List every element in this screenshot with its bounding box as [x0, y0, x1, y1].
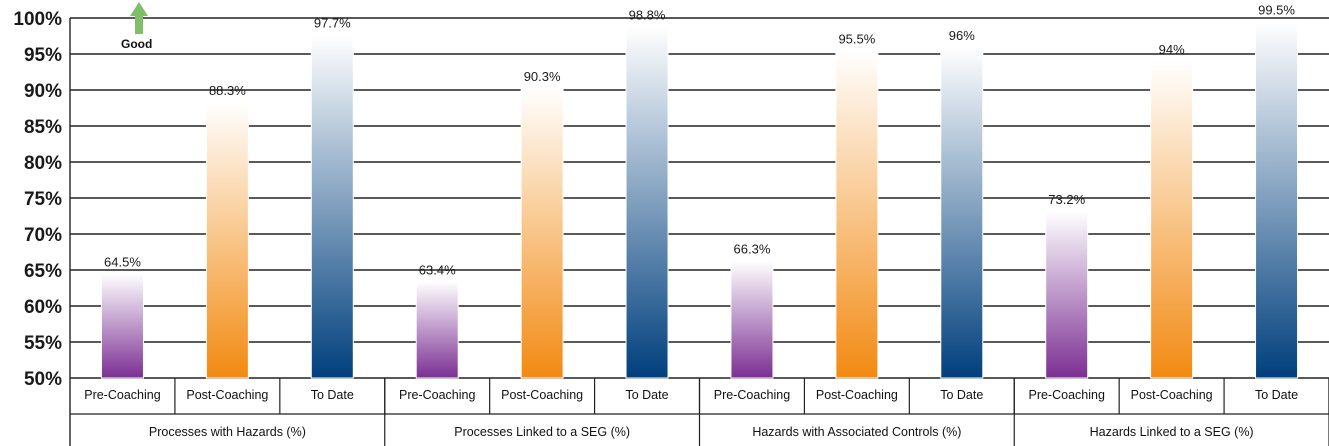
data-label: 95.5% [838, 31, 875, 46]
bar-to-date [1255, 21, 1299, 379]
y-tick-label: 65% [24, 261, 62, 282]
category-label: Post-Coaching [501, 388, 583, 402]
category-label: Pre-Coaching [714, 388, 790, 402]
y-tick-label: 75% [24, 189, 62, 210]
bar-post-coaching [835, 49, 879, 379]
category-label: Post-Coaching [1131, 388, 1213, 402]
group-label: Hazards with Associated Controls (%) [752, 425, 961, 439]
group-label: Processes Linked to a SEG (%) [454, 425, 630, 439]
data-label: 98.8% [629, 8, 666, 23]
bar-pre-coaching [100, 273, 144, 379]
group-label: Hazards Linked to a SEG (%) [1090, 425, 1254, 439]
bar-post-coaching [205, 101, 249, 379]
up-arrow-shaft [135, 15, 143, 34]
category-table: Pre-Coaching Post-Coaching To Date Processe… [70, 378, 1329, 446]
data-label: 94% [1159, 42, 1185, 57]
y-tick-label: 95% [24, 45, 62, 66]
y-tick-label: 70% [24, 225, 62, 246]
bar-to-date [310, 34, 354, 379]
good-annotation: Good [121, 2, 152, 51]
y-axis-ticks: 50% 55% 60% 65% 70% 75% 80% 85% 90% 95% 100% [13, 9, 62, 390]
data-label: 66.3% [734, 242, 771, 257]
category-label: To Date [625, 388, 668, 402]
bars [100, 21, 1299, 379]
category-label: Pre-Coaching [84, 388, 160, 402]
data-label: 99.5% [1258, 3, 1295, 18]
bar-pre-coaching [415, 281, 459, 379]
category-label: To Date [940, 388, 983, 402]
data-label: 96% [949, 28, 975, 43]
category-label: Pre-Coaching [1028, 388, 1104, 402]
data-label: 88.3% [209, 83, 246, 98]
data-label: 97.7% [314, 16, 351, 31]
y-tick-label: 60% [24, 297, 62, 318]
data-labels: 64.5% 88.3% 97.7% 63.4% 90.3% 98.8% 66.3% 95.5%… [104, 3, 1295, 278]
y-tick-label: 85% [24, 117, 62, 138]
data-label: 63.4% [419, 263, 456, 278]
good-label: Good [121, 37, 152, 51]
category-label: To Date [1255, 388, 1298, 402]
gridlines [69, 17, 1329, 446]
bar-to-date [625, 26, 669, 379]
data-label: 73.2% [1048, 192, 1085, 207]
bar-post-coaching [520, 87, 564, 379]
up-arrow-icon [130, 2, 148, 16]
bar-post-coaching [1150, 60, 1194, 379]
bar-pre-coaching [730, 260, 774, 379]
bar-pre-coaching [1045, 210, 1089, 379]
group-label: Processes with Hazards (%) [149, 425, 306, 439]
category-label: Pre-Coaching [399, 388, 475, 402]
category-label: To Date [311, 388, 354, 402]
data-label: 64.5% [104, 255, 141, 270]
category-label: Post-Coaching [816, 388, 898, 402]
y-tick-label: 90% [24, 81, 62, 102]
y-tick-label: 50% [24, 369, 62, 390]
bar-to-date [940, 46, 984, 379]
y-tick-label: 55% [24, 333, 62, 354]
y-tick-label: 80% [24, 153, 62, 174]
category-label: Post-Coaching [186, 388, 268, 402]
data-label: 90.3% [524, 69, 561, 84]
y-tick-label: 100% [13, 9, 62, 30]
